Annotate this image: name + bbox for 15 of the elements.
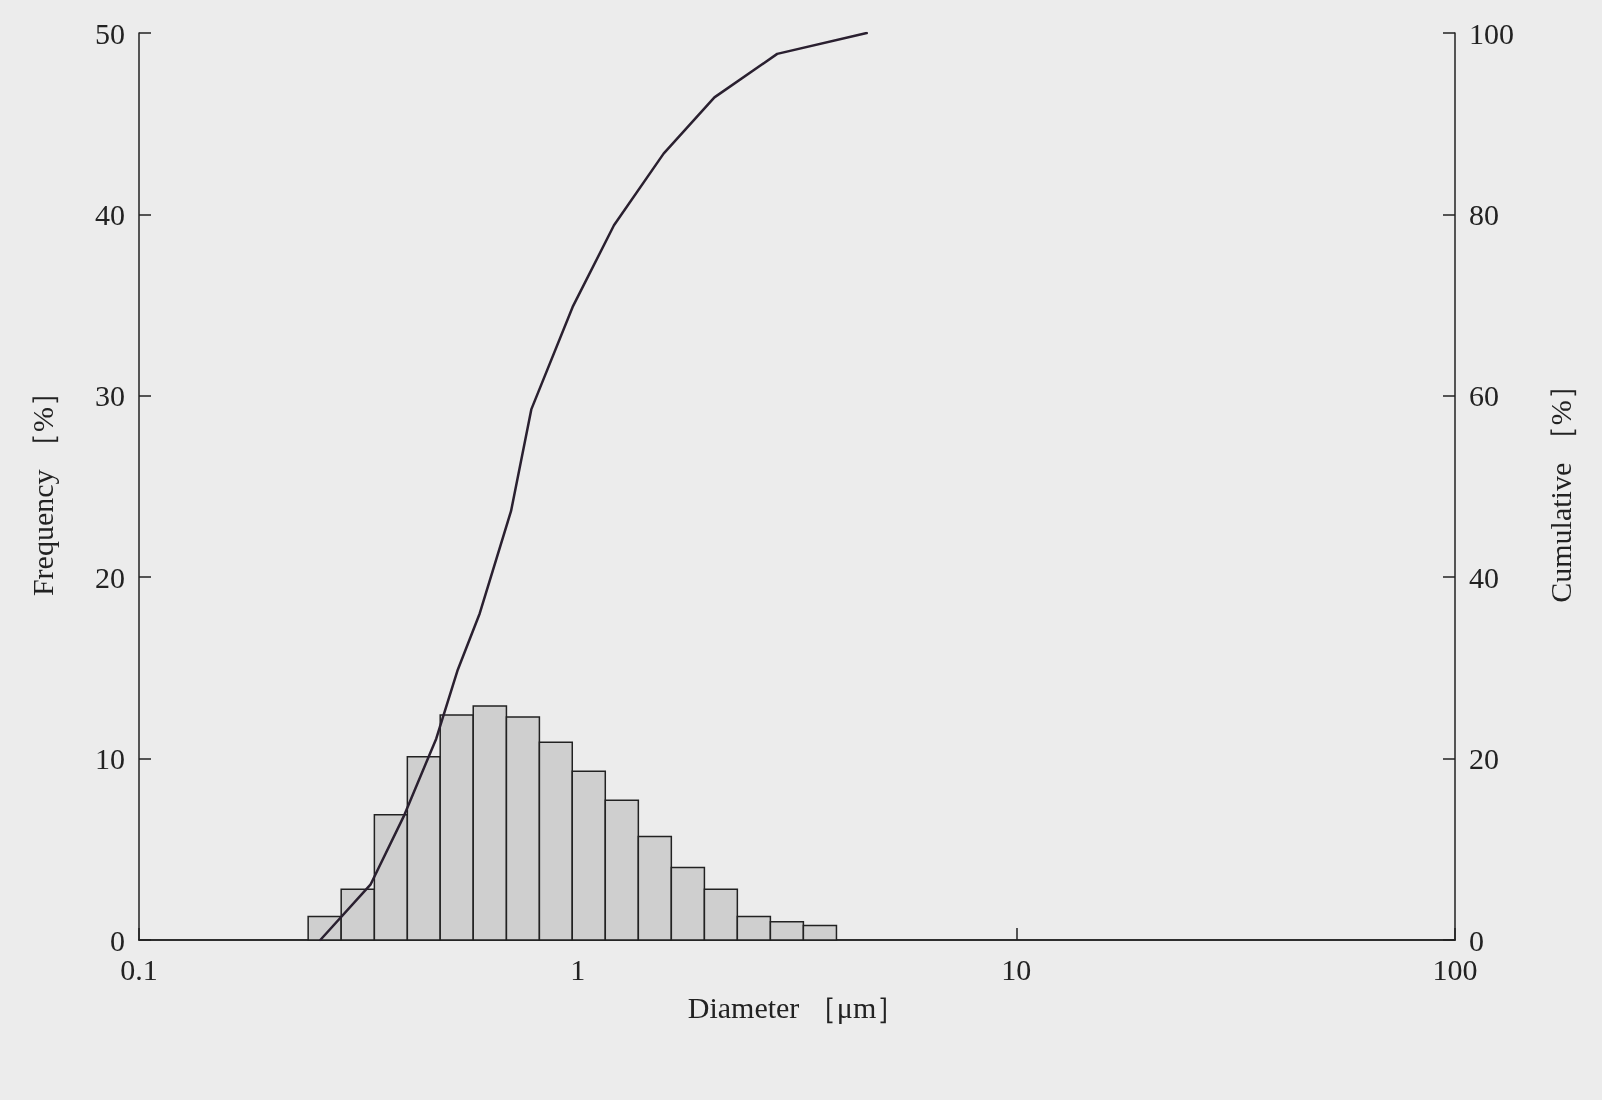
x-tick-label: 1: [570, 952, 586, 986]
x-axis-title: Diameter ［μm］: [687, 990, 907, 1024]
y-tick-label: 50: [95, 16, 125, 50]
y-tick-label: 40: [95, 197, 125, 231]
y-tick-label: 20: [95, 560, 125, 594]
x-tick-label: 10: [1001, 952, 1032, 986]
y2-tick-label: 80: [1469, 197, 1499, 231]
y-tick-label: 10: [95, 742, 125, 776]
y2-tick-label: 60: [1469, 379, 1499, 413]
y-axis-title: Frequency ［%］: [25, 376, 59, 597]
y2-tick-label: 100: [1469, 16, 1514, 50]
y2-tick-label: 20: [1469, 742, 1499, 776]
y-tick-label: 30: [95, 379, 125, 413]
y2-tick-label: 40: [1469, 560, 1499, 594]
y2-axis-title: Cumulative ［%］: [1543, 370, 1577, 603]
